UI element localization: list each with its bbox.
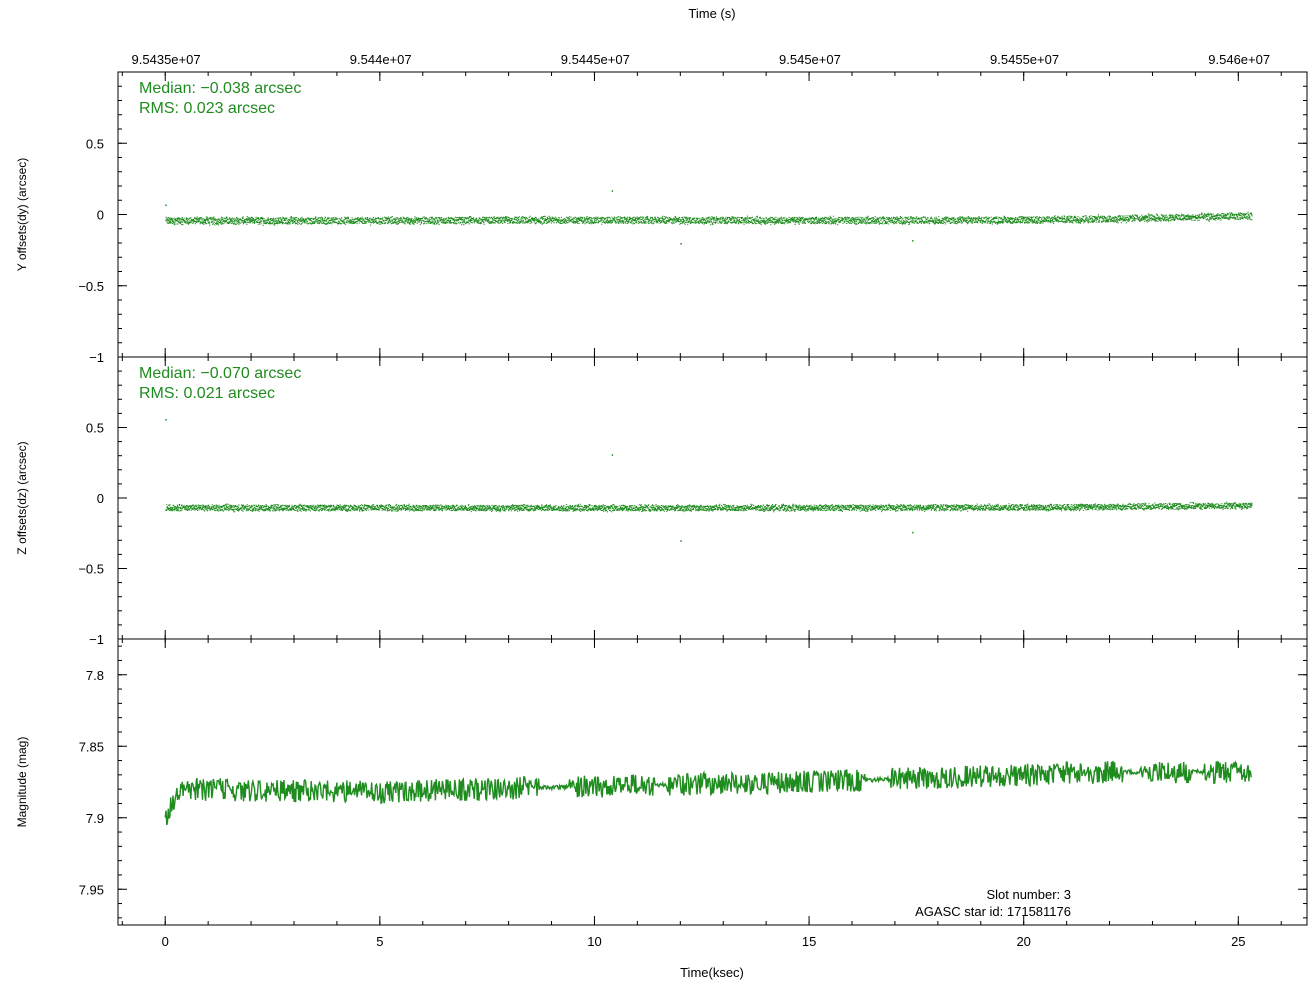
- top-tick-label: 9.546e+07: [1208, 52, 1270, 67]
- bottom-tick-label: 5: [376, 934, 383, 949]
- bottom-tick-label: 20: [1016, 934, 1030, 949]
- y-tick-label: 7.85: [79, 739, 104, 754]
- bottom-tick-label: 25: [1231, 934, 1245, 949]
- panel-mag: 7.8 7.85 7.9 7.95 Magnitude (mag) Slot number…: [15, 638, 1308, 926]
- y-tick-label: 0.5: [86, 136, 104, 151]
- top-tick-label: 9.544e+07: [350, 52, 412, 67]
- annotation-slot-number: Slot number: 3: [986, 887, 1071, 902]
- annotation-median: Median: −0.070 arcsec: [139, 365, 301, 382]
- panel-dy: 0.5 0 −0.5 −1 Y offsets(dy) (arcsec) Median: …: [15, 71, 1308, 365]
- series-points-dy: [165, 211, 1253, 226]
- outlier-point: [165, 204, 167, 207]
- y-axis-label: Y offsets(dy) (arcsec): [15, 158, 29, 272]
- y-tick-label: 0.5: [86, 421, 104, 436]
- y-axis-label: Z offsets(dz) (arcsec): [15, 441, 29, 554]
- annotation-rms: RMS: 0.023 arcsec: [139, 100, 275, 117]
- y-tick-label: −1: [89, 632, 104, 647]
- top-tick-label: 9.5445e+07: [561, 52, 630, 67]
- outlier-point: [680, 243, 682, 245]
- bottom-tick-label: 10: [587, 934, 601, 949]
- y-axis-label: Magnitude (mag): [15, 737, 29, 828]
- annotation-agasc-id: AGASC star id: 171581176: [915, 904, 1071, 919]
- outlier-point: [912, 240, 914, 242]
- y-tick-label: 0: [97, 208, 104, 223]
- outlier-point: [680, 540, 682, 542]
- annotation-rms: RMS: 0.021 arcsec: [139, 385, 275, 402]
- bottom-tick-label: 15: [802, 934, 816, 949]
- outlier-point: [165, 419, 167, 421]
- top-tick-label: 9.5435e+07: [132, 52, 201, 67]
- top-axis-label: Time (s): [688, 6, 735, 21]
- y-tick-label: 0: [97, 491, 104, 506]
- series-points-dz: [165, 501, 1253, 513]
- bottom-axis-label: Time(ksec): [680, 965, 744, 980]
- panel-dz: 0.5 0 −0.5 −1 Z offsets(dz) (arcsec) Median: …: [15, 356, 1308, 647]
- y-tick-label: 7.8: [86, 668, 104, 683]
- outlier-point: [611, 454, 614, 456]
- outlier-point: [611, 190, 614, 192]
- top-tick-label: 9.545e+07: [779, 52, 841, 67]
- series-line-magnitude: [164, 760, 1252, 826]
- bottom-tick-label: 0: [162, 934, 169, 949]
- y-tick-label: 7.95: [79, 882, 104, 897]
- panel-frame: [117, 638, 1308, 926]
- y-tick-label: 7.9: [86, 811, 104, 826]
- y-tick-label: −0.5: [78, 562, 104, 577]
- outlier-point: [912, 531, 914, 534]
- panels: 0.5 0 −0.5 −1 Y offsets(dy) (arcsec) Median: …: [15, 52, 1308, 949]
- y-tick-label: −1: [89, 350, 104, 365]
- annotation-median: Median: −0.038 arcsec: [139, 80, 301, 97]
- top-tick-label: 9.5455e+07: [990, 52, 1059, 67]
- y-tick-label: −0.5: [78, 279, 104, 294]
